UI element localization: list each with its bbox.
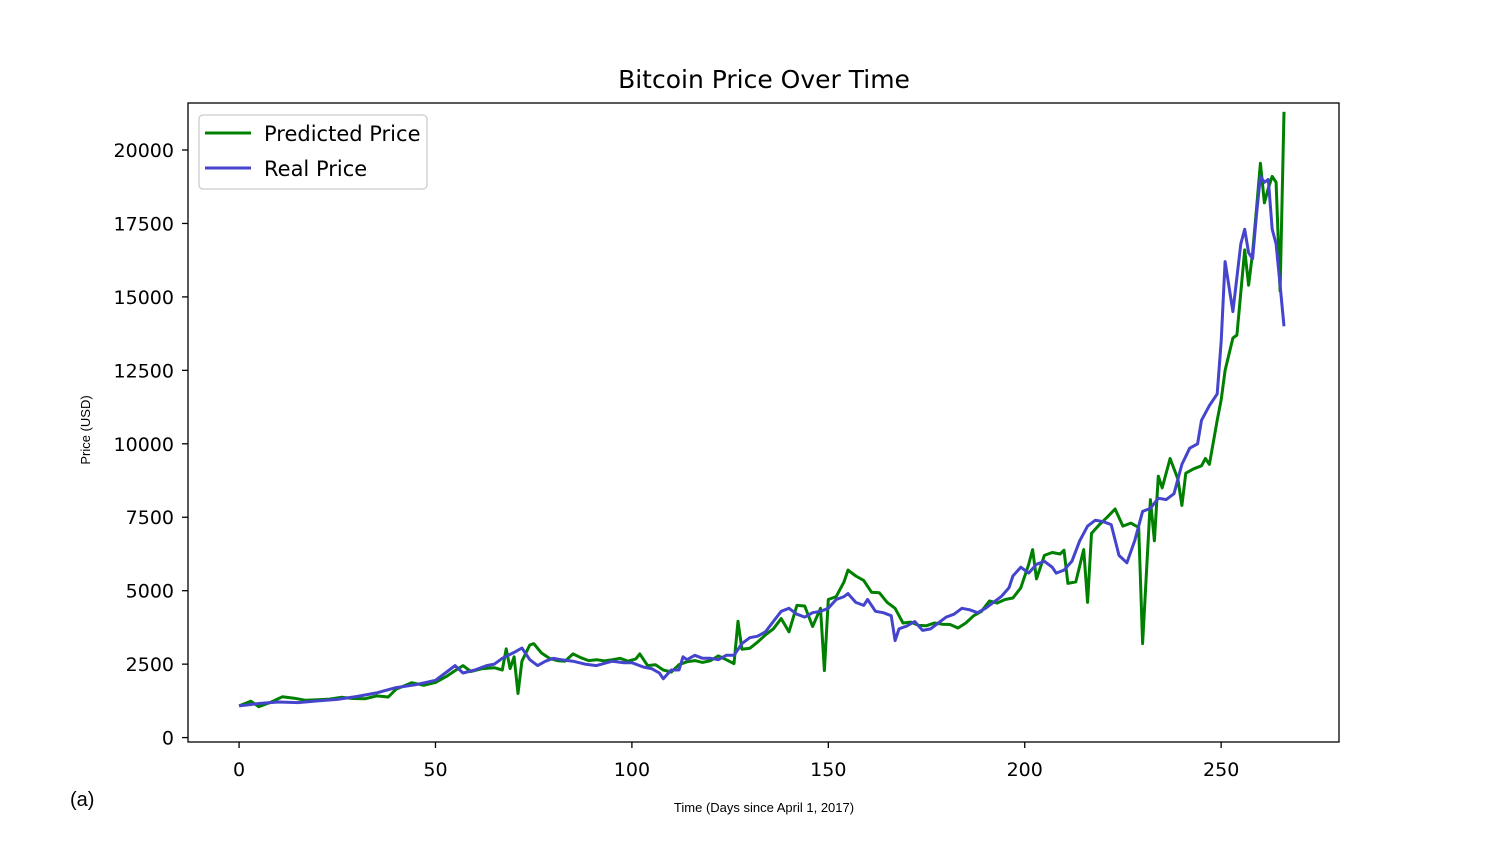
y-tick-label: 10000 [114, 434, 174, 456]
x-tick-label: 100 [614, 759, 650, 781]
x-tick-label: 200 [1007, 759, 1043, 781]
legend-label-real: Real Price [264, 157, 367, 181]
x-tick-label: 250 [1203, 759, 1239, 781]
series-line-real-price [238, 174, 1286, 708]
y-tick-label: 17500 [114, 213, 174, 235]
plot-frame [187, 102, 1340, 743]
y-axis-label: Price (USD) [78, 395, 93, 464]
x-tick-label: 150 [810, 759, 846, 781]
plot-area [238, 111, 1286, 709]
y-tick-label: 0 [162, 728, 174, 750]
y-tick-label: 12500 [114, 360, 174, 382]
y-tick-label: 5000 [126, 581, 174, 603]
legend-label-predicted: Predicted Price [264, 122, 421, 146]
legend-frame [198, 114, 428, 190]
y-axis: 0 2500 5000 7500 10000 12500 15000 17500 20000 [114, 140, 188, 750]
y-tick-label: 20000 [114, 140, 174, 162]
panel-label: (a) [70, 789, 94, 811]
x-axis-label: Time (Days since April 1, 2017) [674, 800, 854, 815]
x-tick-label: 50 [423, 759, 447, 781]
legend: Predicted Price Real Price [198, 114, 428, 190]
y-tick-label: 15000 [114, 287, 174, 309]
y-tick-label: 2500 [126, 654, 174, 676]
y-tick-label: 7500 [126, 507, 174, 529]
x-axis: 0 50 100 150 200 250 [233, 742, 1239, 781]
series-line-predicted-price [238, 111, 1286, 709]
x-tick-label: 0 [233, 759, 245, 781]
chart-title: Bitcoin Price Over Time [618, 65, 910, 94]
